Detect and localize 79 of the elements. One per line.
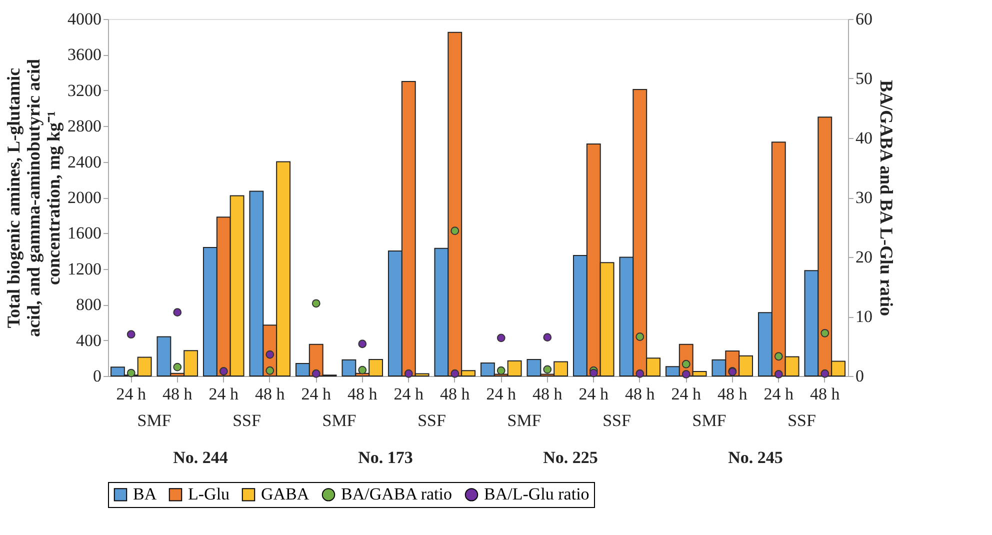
point <box>496 366 506 375</box>
x-tick-label: 48 h <box>348 384 378 404</box>
point <box>820 328 830 338</box>
point <box>219 367 228 376</box>
point <box>266 366 274 375</box>
y-tick-label: 400 <box>76 330 102 350</box>
point <box>126 368 136 378</box>
text: SMF <box>137 411 172 430</box>
y-tick-label: 2800 <box>68 116 102 136</box>
point <box>358 366 367 374</box>
y-tick-label: 2000 <box>68 188 102 207</box>
y-tick-label: 2400 <box>68 152 102 172</box>
y-tick-label: 0 <box>93 366 102 386</box>
x-tick-label: 24 h <box>301 384 332 404</box>
point <box>543 333 552 342</box>
legend-label: BA/GABA ratio <box>341 484 452 504</box>
text: SMF <box>322 411 356 430</box>
point <box>173 308 182 317</box>
y2-axis-title: BA/GABA and BA L-Glu ratio <box>876 80 896 316</box>
y-tick-label: 4000 <box>68 10 102 28</box>
text: SMF <box>507 411 542 430</box>
y2-tick-label: 60 <box>856 10 872 28</box>
y2-tick-label: 20 <box>856 248 872 266</box>
text: No. 245 <box>728 448 783 467</box>
point <box>682 370 690 378</box>
y-tick-label: 3200 <box>68 80 102 100</box>
y-tick-label: 1600 <box>68 224 102 243</box>
x-tick-label: 24 h <box>486 384 516 404</box>
point <box>450 369 460 378</box>
x-tick-label: 48 h <box>440 384 470 404</box>
y-tick-label: 1200 <box>68 259 102 278</box>
x-tick-label: 48 h <box>625 384 656 404</box>
y2-tick-label: 50 <box>856 69 872 88</box>
x-tick-label: 48 h <box>810 384 840 404</box>
x-tick-label: 24 h <box>394 384 424 404</box>
point <box>496 334 506 342</box>
legend-label: L-Glu <box>188 484 230 504</box>
y-axis-title: Total biogenic amines, L-glutamic acid, and gamma-aminobutyric acid concentration, mg kg⁻¹ <box>4 58 64 338</box>
point <box>312 369 320 378</box>
point <box>126 330 136 339</box>
legend-label: BA/L-Glu ratio <box>484 484 590 504</box>
x-tick-label: 48 h <box>532 384 563 404</box>
point <box>589 368 598 378</box>
text: No. 173 <box>358 448 413 467</box>
point <box>774 352 783 361</box>
y-tick-label: 800 <box>76 295 102 314</box>
point <box>543 365 552 374</box>
text: No. 225 <box>543 448 598 467</box>
point <box>774 370 783 378</box>
y2-tick-label: 10 <box>856 307 872 326</box>
x-tick-label: 24 h <box>116 384 146 404</box>
y2-tick-label: 0 <box>856 366 864 386</box>
text: SSF <box>602 411 631 430</box>
text: No. 244 <box>173 448 228 467</box>
point <box>358 340 367 348</box>
y2-tick-label: 40 <box>856 128 872 148</box>
point <box>450 226 460 236</box>
point <box>312 299 320 308</box>
x-tick-label: 24 h <box>764 384 794 404</box>
point <box>266 350 274 359</box>
x-tick-label: 24 h <box>208 384 239 404</box>
point <box>404 369 413 378</box>
point <box>636 332 644 341</box>
text: SSF <box>788 411 816 430</box>
text: SSF <box>418 411 446 430</box>
x-tick-label: 48 h <box>255 384 286 404</box>
text: SSF <box>232 411 261 430</box>
y-tick-label: 3600 <box>68 45 102 64</box>
legend-label: BA <box>133 484 158 504</box>
x-tick-label: 48 h <box>162 384 193 404</box>
legend-label: GABA <box>261 484 310 504</box>
point <box>820 369 830 378</box>
point <box>636 369 644 378</box>
x-tick-label: 24 h <box>671 384 702 404</box>
point <box>173 362 182 372</box>
x-tick-label: 48 h <box>718 384 748 404</box>
text: SMF <box>692 411 726 430</box>
x-tick-label: 24 h <box>578 384 609 404</box>
y2-tick-label: 30 <box>856 188 872 207</box>
